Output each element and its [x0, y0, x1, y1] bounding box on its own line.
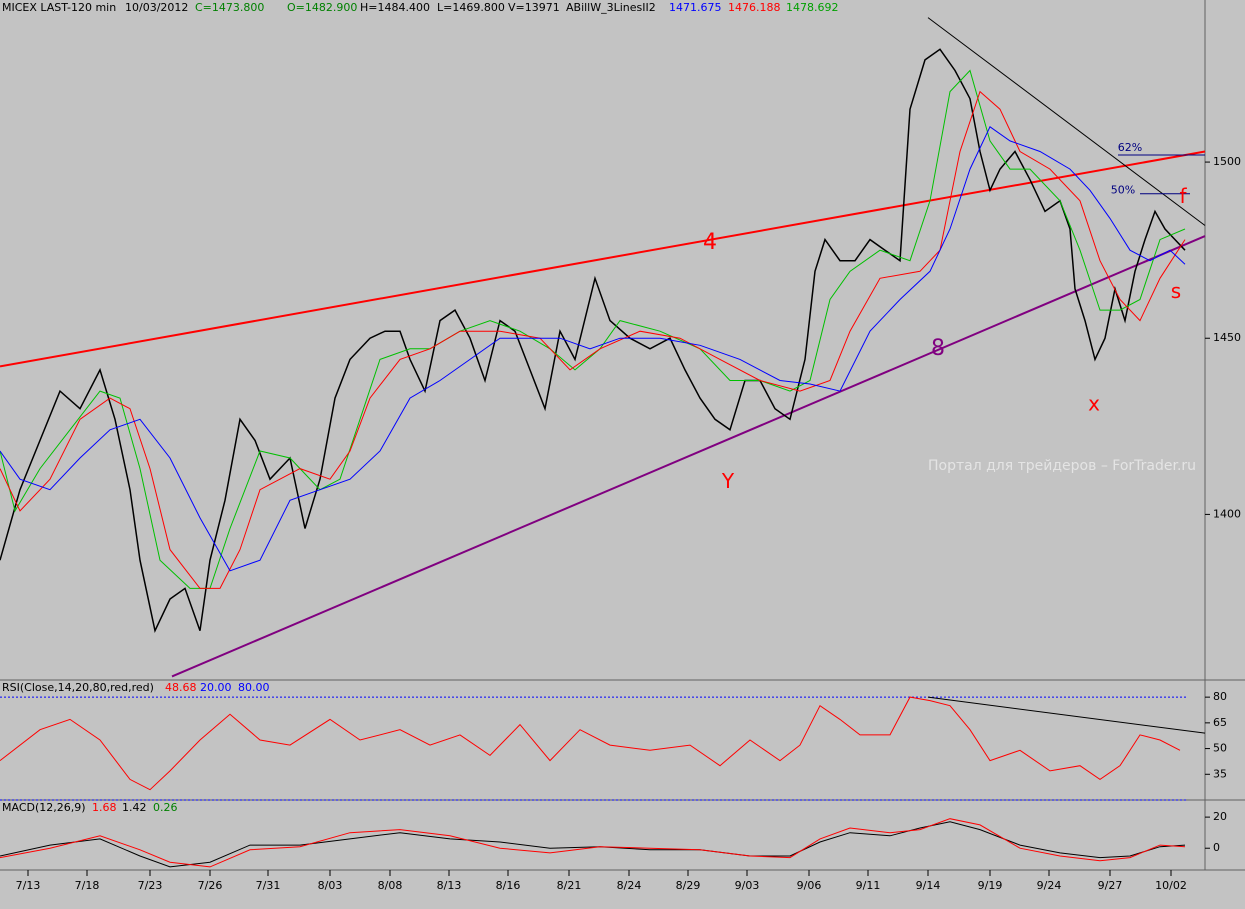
- x-tick-label: 7/23: [138, 879, 163, 892]
- header-value: V=13971: [508, 1, 560, 14]
- y-tick-label: 80: [1213, 690, 1227, 703]
- header-value: 48.68: [165, 681, 197, 694]
- header-value: 0.26: [153, 801, 178, 814]
- annotation: x: [1088, 392, 1100, 416]
- x-tick-label: 9/24: [1037, 879, 1062, 892]
- panel-title: MACD(12,26,9): [2, 801, 86, 814]
- x-tick-label: 9/06: [797, 879, 822, 892]
- header-value: C=1473.800: [195, 1, 264, 14]
- x-tick-label: 8/03: [318, 879, 343, 892]
- y-tick-label: 0: [1213, 841, 1220, 854]
- x-tick-label: 10/02: [1155, 879, 1187, 892]
- x-tick-label: 9/27: [1098, 879, 1123, 892]
- x-tick-label: 8/24: [617, 879, 642, 892]
- y-tick-label: 20: [1213, 810, 1227, 823]
- panel-title: RSI(Close,14,20,80,red,red): [2, 681, 154, 694]
- annotation: f: [1179, 184, 1187, 208]
- x-tick-label: 9/14: [916, 879, 941, 892]
- header-value: ABillW_3LinesII2: [566, 1, 656, 14]
- y-tick-label: 35: [1213, 767, 1227, 780]
- watermark: Портал для трейдеров – ForTrader.ru: [928, 458, 1196, 474]
- panel-title: MICEX LAST-120 min: [2, 1, 116, 14]
- trend-line: [171, 235, 1206, 678]
- header-value: 1.42: [122, 801, 147, 814]
- annotation: Y: [721, 469, 735, 493]
- x-tick-label: 7/18: [75, 879, 100, 892]
- series-line: [0, 90, 1186, 589]
- x-tick-label: 8/21: [557, 879, 582, 892]
- x-tick-label: 7/13: [16, 879, 41, 892]
- header-value: H=1484.400: [360, 1, 430, 14]
- x-tick-label: 8/08: [378, 879, 403, 892]
- header-value: 1476.188: [728, 1, 781, 14]
- series-line: [0, 821, 1186, 868]
- header-value: 1.68: [92, 801, 117, 814]
- series-line: [0, 696, 1181, 791]
- series-line: [0, 818, 1186, 868]
- y-tick-label: 1400: [1213, 507, 1241, 520]
- x-tick-label: 9/03: [735, 879, 760, 892]
- trend-line: [927, 17, 1206, 226]
- annotation: 62%: [1118, 141, 1142, 154]
- x-tick-label: 8/29: [676, 879, 701, 892]
- header-value: 20.00: [200, 681, 232, 694]
- series-line: [0, 126, 1186, 572]
- header-value: 80.00: [238, 681, 270, 694]
- y-tick-label: 1450: [1213, 331, 1241, 344]
- x-tick-label: 7/26: [198, 879, 223, 892]
- x-tick-label: 8/13: [437, 879, 462, 892]
- annotation: 8: [931, 336, 945, 361]
- x-tick-label: 9/11: [856, 879, 881, 892]
- header-value: L=1469.800: [437, 1, 505, 14]
- y-tick-label: 1500: [1213, 155, 1241, 168]
- y-tick-label: 65: [1213, 716, 1227, 729]
- header-value: 1478.692: [786, 1, 839, 14]
- trend-line: [927, 696, 1206, 734]
- header-value: 1471.675: [669, 1, 722, 14]
- annotation: s: [1171, 279, 1181, 303]
- x-tick-label: 8/16: [496, 879, 521, 892]
- series-line: [0, 48, 1186, 634]
- trend-line: [0, 150, 1206, 368]
- annotation: 4: [703, 230, 717, 255]
- y-tick-label: 50: [1213, 742, 1227, 755]
- annotation: 50%: [1111, 183, 1135, 196]
- x-tick-label: 9/19: [978, 879, 1003, 892]
- header-value: O=1482.900: [287, 1, 357, 14]
- header-value: 10/03/2012: [125, 1, 188, 14]
- x-tick-label: 7/31: [256, 879, 281, 892]
